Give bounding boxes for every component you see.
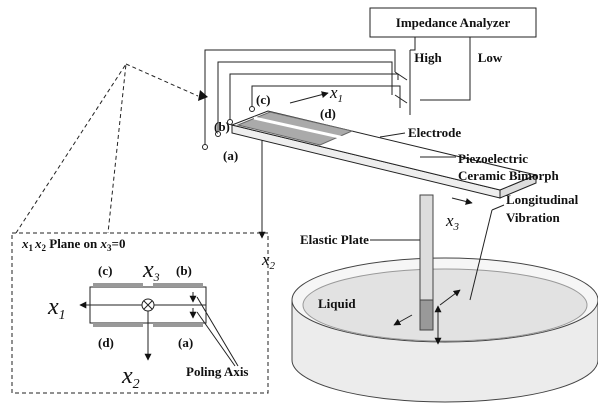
- electrode-label: Electrode: [408, 125, 461, 140]
- label-a: (a): [223, 148, 238, 163]
- inset-x2: x2: [121, 363, 140, 392]
- inset-c: (c): [98, 263, 112, 278]
- low-label: Low: [478, 50, 503, 65]
- x1-arrow: [290, 93, 328, 103]
- inset-d: (d): [98, 335, 114, 350]
- label-c: (c): [256, 92, 270, 107]
- plate-label: Elastic Plate: [300, 232, 369, 247]
- diagram: Impedance Analyzer High Low (a) (b) (c) …: [0, 0, 598, 410]
- label-b: (b): [214, 119, 230, 134]
- bimorph-line1: Piezoelectric: [458, 151, 528, 166]
- inset-a: (a): [178, 335, 193, 350]
- x3-index: 3: [453, 221, 460, 233]
- elastic-plate: [420, 195, 433, 300]
- callout-arrow: [198, 90, 208, 101]
- t-text: Plane on: [46, 236, 101, 251]
- electrode-leader: [380, 133, 405, 137]
- vib-leader: [492, 205, 504, 210]
- ix2-index: 2: [133, 377, 140, 392]
- analyzer-title: Impedance Analyzer: [396, 15, 511, 30]
- ix1-index: 1: [59, 308, 66, 323]
- x2-index: 2: [270, 260, 276, 272]
- x3-arrow: [452, 198, 472, 203]
- bimorph-line2: Ceramic Bimorph: [458, 168, 560, 183]
- poling-label: Poling Axis: [186, 364, 249, 379]
- vibration-line2: Vibration: [506, 210, 560, 225]
- t-i1: 1: [29, 243, 34, 253]
- high-label: High: [414, 50, 442, 65]
- inset-x3: x3: [142, 257, 160, 284]
- inset-x1: x1: [47, 294, 66, 323]
- label-d: (d): [320, 106, 336, 121]
- ix2-symbol: x: [121, 363, 133, 389]
- liquid-label: Liquid: [318, 296, 356, 311]
- t-eq: =0: [112, 236, 126, 251]
- x1-index: 1: [338, 93, 344, 105]
- poling-leaders: [197, 297, 238, 366]
- inset-b: (b): [176, 263, 192, 278]
- vibration-line1: Longitudinal: [506, 192, 579, 207]
- ix1-symbol: x: [47, 294, 59, 320]
- ix3-symbol: x: [142, 257, 154, 283]
- plate-immersed: [420, 300, 433, 330]
- x3-label: x3: [445, 211, 460, 233]
- ix3-index: 3: [153, 270, 160, 284]
